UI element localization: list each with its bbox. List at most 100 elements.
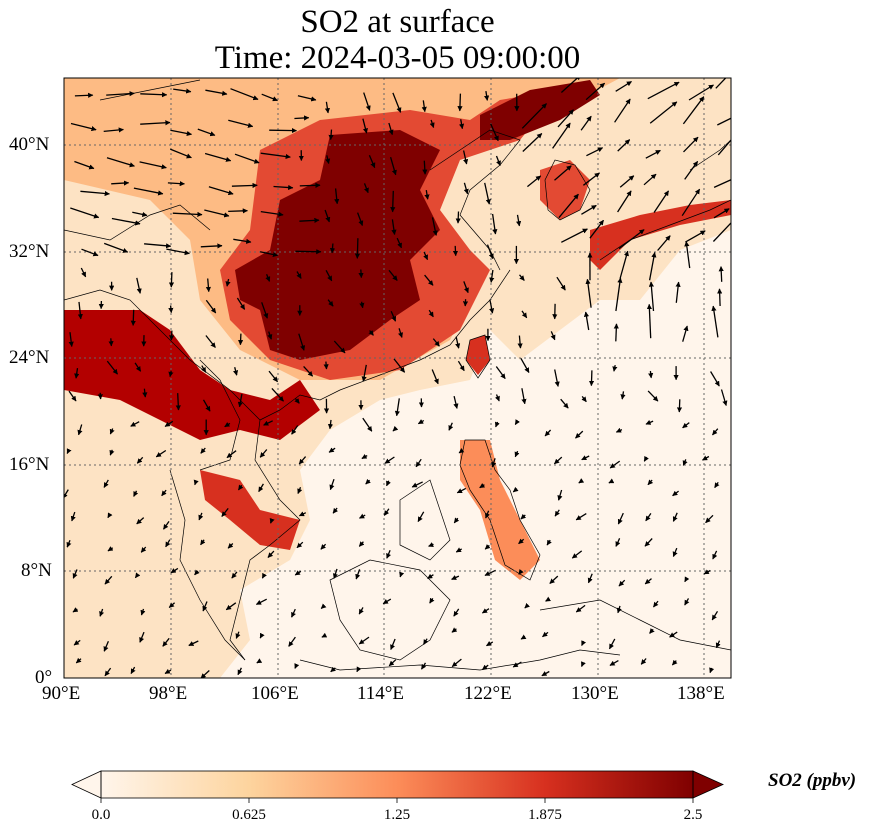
wind-arrow	[422, 160, 428, 175]
wind-arrow	[269, 517, 275, 524]
wind-arrow	[139, 161, 167, 170]
wind-arrow	[169, 148, 192, 159]
wind-arrow	[556, 276, 566, 291]
wind-arrow	[390, 190, 396, 213]
wind-arrow	[682, 96, 705, 125]
wind-arrow	[669, 631, 678, 638]
wind-arrow	[456, 487, 467, 494]
wind-arrow	[392, 425, 399, 432]
wind-arrow	[107, 546, 114, 552]
wind-arrow	[457, 93, 463, 112]
wind-arrow	[458, 448, 465, 454]
wind-arrow	[649, 101, 678, 124]
wind-arrow	[417, 419, 425, 425]
wind-arrow	[615, 538, 621, 547]
colorbar-tick-marks	[100, 798, 694, 803]
wind-arrow	[130, 666, 136, 675]
wind-arrow	[417, 511, 425, 523]
wind-arrow	[388, 122, 394, 136]
wind-arrow	[672, 547, 678, 557]
wind-arrow	[66, 448, 72, 454]
wind-arrow	[684, 598, 690, 606]
wind-arrow	[130, 309, 136, 326]
wind-arrow	[645, 149, 661, 159]
wind-arrow	[653, 190, 670, 213]
wind-arrow	[294, 115, 310, 121]
wind-arrow	[560, 78, 581, 93]
wind-arrow	[136, 517, 145, 525]
wind-arrow	[140, 120, 171, 126]
wind-arrow	[399, 571, 405, 578]
wind-arrow	[172, 211, 203, 217]
wind-arrow	[164, 668, 172, 675]
wind-arrow	[575, 430, 584, 439]
wind-arrow	[684, 576, 690, 583]
wind-arrow	[130, 421, 140, 427]
wind-arrow	[520, 513, 527, 520]
wind-arrow	[580, 661, 586, 667]
wind-arrow	[489, 299, 495, 314]
wind-arrow	[451, 575, 460, 580]
wind-arrow	[649, 628, 655, 634]
wind-arrow	[225, 602, 237, 611]
wind-arrow	[324, 101, 330, 114]
wind-arrow	[542, 631, 549, 638]
wind-arrow	[643, 173, 657, 186]
wind-arrow	[109, 449, 115, 456]
wind-arrow	[298, 511, 307, 517]
wind-arrow	[618, 229, 645, 250]
wind-arrow	[682, 422, 690, 429]
wind-arrow	[431, 217, 438, 236]
wind-arrow	[361, 364, 367, 382]
wind-arrow	[517, 335, 523, 349]
wind-arrow	[204, 209, 230, 218]
wind-arrow	[512, 486, 519, 493]
wind-arrow	[356, 212, 364, 226]
wind-arrow	[328, 129, 334, 141]
wind-arrow	[139, 631, 145, 643]
wind-arrow	[103, 640, 110, 652]
wind-arrow	[321, 632, 328, 638]
wind-arrow	[682, 459, 688, 466]
wind-arrow	[715, 640, 721, 649]
wind-arrow	[226, 450, 237, 459]
wind-arrow	[162, 637, 170, 647]
colorbar-gradient	[101, 771, 693, 798]
wind-arrow	[80, 267, 87, 278]
wind-arrow	[420, 662, 427, 670]
wind-arrow	[134, 572, 141, 579]
wind-arrow	[451, 658, 462, 668]
wind-arrow	[362, 118, 368, 134]
wind-arrow	[541, 670, 550, 677]
wind-arrow	[80, 190, 110, 197]
wind-arrow	[200, 539, 206, 546]
wind-arrow	[491, 458, 497, 468]
wind-arrow	[585, 278, 592, 308]
wind-arrow	[648, 370, 654, 379]
wind-arrow	[81, 248, 99, 257]
wind-arrow	[168, 370, 174, 378]
wind-arrow	[553, 456, 563, 465]
wind-arrow	[521, 103, 547, 129]
wind-arrow	[106, 91, 135, 97]
wind-arrow	[233, 367, 239, 376]
wind-arrow	[491, 213, 498, 235]
wind-arrow	[429, 119, 435, 128]
wind-arrow	[358, 636, 370, 645]
wind-arrow	[554, 509, 560, 517]
wind-arrow	[334, 188, 340, 205]
wind-arrow	[325, 155, 331, 165]
wind-arrow	[142, 388, 148, 398]
wind-arrow	[550, 331, 556, 341]
lon-tick-label: 106°E	[251, 683, 299, 704]
wind-arrow	[688, 84, 714, 101]
wind-arrow	[74, 368, 80, 379]
wind-arrow	[358, 607, 364, 615]
wind-arrow	[66, 540, 72, 548]
wind-arrow	[703, 569, 711, 575]
wind-arrow	[710, 371, 720, 387]
wind-arrow	[455, 211, 461, 224]
wind-arrow	[330, 666, 336, 673]
wind-arrow	[263, 420, 273, 426]
wind-arrow	[328, 447, 336, 453]
